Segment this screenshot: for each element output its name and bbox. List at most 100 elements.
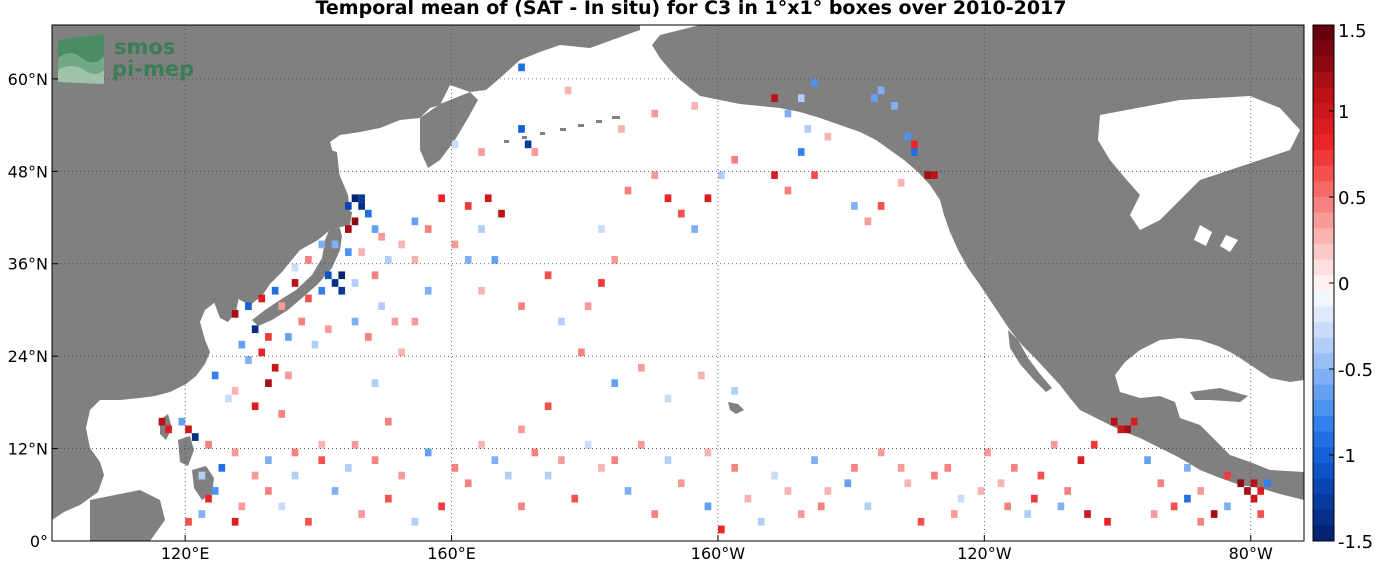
data-cell: [398, 240, 405, 249]
colorbar-swatch: [1313, 384, 1334, 401]
data-cell: [318, 440, 326, 449]
data-cell: [198, 510, 206, 518]
data-cell: [371, 225, 379, 233]
data-cell: [624, 487, 632, 495]
colorbar-swatch: [1313, 212, 1334, 229]
data-cell: [325, 325, 332, 334]
data-cell: [1250, 494, 1258, 503]
data-cell: [258, 294, 266, 303]
land-kamchatka: [420, 92, 478, 168]
data-cell: [438, 502, 445, 511]
colorbar-swatch: [1313, 415, 1334, 433]
data-cell: [771, 471, 778, 480]
data-cell: [351, 279, 359, 287]
data-cell: [318, 456, 326, 464]
x-axis-ticks: 120°E 160°E 160°W 120°W 80°W: [161, 535, 1273, 562]
data-cell: [977, 487, 985, 495]
data-cell: [718, 171, 725, 179]
data-cell: [624, 186, 632, 195]
data-cell: [358, 510, 365, 518]
data-cell: [245, 356, 252, 364]
data-cell: [664, 394, 672, 403]
data-cell: [251, 471, 259, 480]
data-cell: [797, 148, 805, 156]
colorbar-swatch: [1313, 71, 1334, 89]
data-cell: [1011, 464, 1018, 472]
data-cell: [578, 348, 585, 357]
colorbar-swatch: [1313, 259, 1334, 276]
smos-pimep-logo: smos pi-mep: [58, 34, 194, 84]
data-cell: [464, 256, 472, 264]
colorbar-tick-label: 1: [1338, 102, 1349, 123]
data-cell: [611, 379, 619, 387]
data-cell: [558, 456, 565, 464]
colorbar-swatch: [1313, 228, 1334, 245]
colorbar-swatch: [1313, 118, 1334, 135]
colorbar-swatch: [1313, 306, 1334, 323]
colorbar-swatch: [1313, 56, 1334, 73]
data-cell: [378, 302, 385, 310]
data-cell: [491, 456, 499, 464]
data-cell: [1124, 425, 1131, 434]
data-cell: [271, 286, 279, 295]
data-cell: [424, 225, 432, 233]
data-cell: [238, 502, 246, 511]
data-cell: [251, 402, 259, 411]
data-cell: [584, 302, 592, 310]
data-cell: [904, 479, 912, 488]
data-cell: [345, 202, 352, 210]
data-cell: [518, 302, 525, 310]
data-cell: [231, 517, 239, 526]
logo-text-smos: smos: [114, 35, 175, 59]
y-tick-label: 12°N: [8, 440, 48, 459]
colorbar-swatch: [1313, 243, 1334, 261]
gridlines: [52, 25, 1304, 541]
inland-water: [1098, 96, 1300, 252]
data-cell: [518, 425, 525, 434]
data-cell: [518, 502, 525, 511]
data-cell: [231, 448, 239, 457]
data-cell: [265, 487, 272, 495]
land-asia-north: [52, 25, 640, 520]
data-cell: [1237, 479, 1245, 488]
data-cell: [804, 125, 812, 133]
data-cell: [391, 317, 399, 326]
data-cell: [205, 440, 212, 449]
data-cell: [1170, 502, 1178, 511]
data-cell: [365, 209, 372, 218]
y-tick-label: 0°: [30, 532, 48, 551]
colorbar-tick-label: -0.5: [1338, 360, 1373, 381]
data-cell: [931, 471, 938, 480]
y-axis-ticks: 0° 12°N 24°N 36°N 48°N 60°N: [8, 70, 58, 551]
data-cell: [378, 232, 385, 241]
data-cell: [265, 379, 272, 387]
data-cell: [811, 78, 818, 87]
data-cell: [311, 340, 319, 349]
data-cell: [598, 279, 605, 287]
data-cell: [251, 325, 259, 334]
data-cell: [1024, 510, 1031, 518]
data-cells: [158, 63, 1271, 534]
land-aleutians: [504, 116, 620, 143]
data-cell: [784, 109, 792, 118]
data-cell: [784, 487, 792, 495]
data-cell: [957, 494, 965, 503]
data-cell: [598, 225, 605, 233]
data-cell: [638, 440, 645, 449]
data-cell: [1257, 487, 1265, 495]
data-cell: [1224, 502, 1231, 511]
land-hawaii: [728, 402, 744, 414]
data-cell: [1064, 487, 1071, 495]
colorbar-tick-label: 1.5: [1338, 21, 1367, 42]
colorbar-swatch: [1313, 275, 1334, 292]
data-cell: [438, 194, 445, 203]
y-tick-label: 48°N: [8, 162, 48, 181]
data-cell: [817, 502, 825, 511]
data-cell: [797, 510, 805, 518]
colorbar: 1.5 1 0.5 0 -0.5 -1 -1.5: [1312, 21, 1373, 553]
colorbar-swatch: [1313, 181, 1334, 198]
data-cell: [691, 102, 698, 110]
colorbar-swatch: [1313, 447, 1334, 464]
data-cell: [1084, 510, 1091, 518]
data-cell: [411, 217, 419, 226]
